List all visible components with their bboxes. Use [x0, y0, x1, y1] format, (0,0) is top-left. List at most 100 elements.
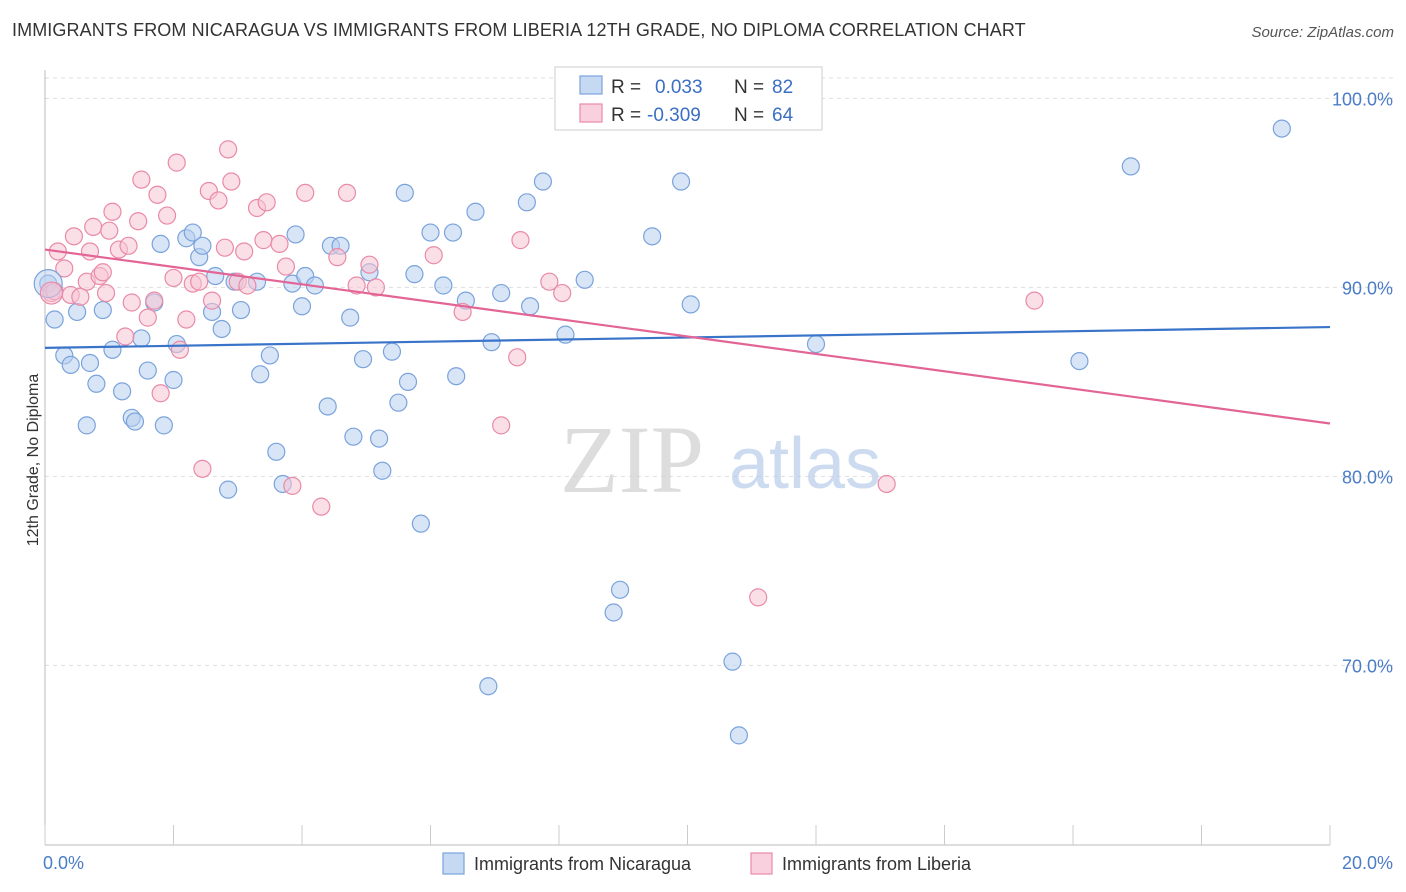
point-liberia	[219, 140, 238, 159]
point-liberia	[511, 231, 530, 250]
point-liberia	[96, 283, 116, 303]
point-liberia	[71, 287, 90, 306]
axes	[44, 70, 1331, 846]
point-nicaragua	[93, 300, 112, 320]
grid-lines	[45, 77, 1395, 666]
point-liberia	[100, 221, 119, 240]
point-liberia	[167, 153, 186, 172]
point-nicaragua	[353, 350, 373, 369]
point-liberia	[347, 276, 366, 295]
correlation-legend: R = 0.033 N = 82 R = -0.309 N = 64	[554, 66, 823, 131]
point-liberia	[360, 255, 379, 274]
watermark: ZIP atlas	[560, 406, 881, 513]
y-tick-label: 80.0%	[1342, 467, 1393, 487]
x-tick-label: 20.0%	[1342, 853, 1393, 873]
point-nicaragua	[479, 677, 498, 696]
legend-r-label-1: R =	[611, 77, 641, 98]
watermark-zip: ZIP	[560, 406, 704, 513]
point-liberia	[209, 191, 228, 210]
point-liberia	[39, 281, 64, 305]
point-nicaragua	[267, 442, 286, 461]
legend-n-label-2: N =	[734, 105, 764, 126]
point-nicaragua	[286, 225, 305, 244]
point-liberia	[283, 476, 302, 495]
x-tick-label: 0.0%	[43, 853, 84, 873]
legend-n-value-1: 82	[772, 77, 793, 98]
point-liberia	[84, 217, 103, 236]
point-liberia	[508, 348, 527, 367]
series-swatch-nicaragua	[442, 852, 465, 875]
point-liberia	[145, 291, 164, 310]
point-nicaragua	[231, 300, 251, 320]
point-liberia	[749, 588, 768, 607]
point-liberia	[177, 310, 196, 329]
point-nicaragua	[610, 580, 630, 599]
point-nicaragua	[77, 416, 96, 435]
point-nicaragua	[723, 652, 742, 671]
point-liberia	[215, 238, 234, 257]
tick-labels: 70.0% 80.0% 90.0% 100.0% 0.0% 20.0%	[43, 89, 1393, 873]
trend-line-liberia	[44, 248, 1331, 425]
point-nicaragua	[520, 297, 540, 316]
point-liberia	[170, 340, 190, 359]
point-nicaragua	[434, 276, 453, 295]
point-nicaragua	[206, 266, 225, 286]
point-nicaragua	[466, 202, 485, 221]
point-nicaragua	[395, 183, 414, 202]
point-liberia	[129, 212, 148, 231]
series-label-nicaragua: Immigrants from Nicaragua	[474, 854, 692, 874]
point-nicaragua	[533, 172, 553, 191]
point-nicaragua	[643, 227, 662, 246]
point-nicaragua	[443, 223, 463, 242]
point-nicaragua	[251, 365, 270, 384]
point-nicaragua	[103, 340, 122, 359]
legend-r-value-2: -0.309	[647, 105, 701, 126]
point-liberia	[164, 268, 183, 288]
point-nicaragua	[373, 461, 392, 480]
point-nicaragua	[80, 353, 100, 373]
legend-swatch-pink	[579, 103, 603, 123]
point-nicaragua	[154, 416, 173, 435]
point-nicaragua	[183, 223, 202, 242]
point-liberia	[148, 185, 167, 204]
point-nicaragua	[411, 514, 430, 533]
point-liberia	[296, 183, 315, 202]
point-nicaragua	[421, 223, 440, 242]
point-liberia	[122, 293, 141, 312]
legend-r-value-1: 0.033	[655, 77, 703, 98]
data-points	[33, 89, 1291, 745]
point-liberia	[222, 172, 241, 191]
point-nicaragua	[344, 427, 363, 446]
y-axis-label: 12th Grade, No Diploma	[25, 374, 42, 547]
point-liberia	[366, 278, 385, 297]
point-liberia	[132, 170, 151, 189]
point-liberia	[312, 497, 331, 516]
point-nicaragua	[1272, 119, 1291, 138]
point-nicaragua	[112, 382, 132, 401]
legend-r-label-2: R =	[611, 105, 641, 126]
point-liberia	[553, 283, 572, 303]
point-nicaragua	[68, 302, 87, 322]
y-tick-label: 70.0%	[1342, 656, 1393, 676]
series-swatch-liberia	[750, 852, 773, 875]
point-liberia	[55, 259, 74, 278]
chart-title: IMMIGRANTS FROM NICARAGUA VS IMMIGRANTS …	[12, 20, 1026, 40]
point-liberia	[116, 327, 135, 346]
point-liberia	[190, 272, 209, 291]
point-liberia	[540, 272, 559, 291]
point-liberia	[492, 416, 511, 435]
point-liberia	[193, 459, 212, 478]
trend-lines	[44, 248, 1331, 425]
point-nicaragua	[370, 429, 389, 448]
watermark-atlas: atlas	[729, 424, 881, 504]
point-nicaragua	[492, 283, 511, 303]
point-liberia	[64, 227, 84, 246]
point-nicaragua	[382, 342, 402, 361]
point-nicaragua	[1121, 157, 1140, 176]
point-liberia	[254, 231, 273, 250]
point-liberia	[103, 202, 122, 221]
point-nicaragua	[219, 480, 238, 499]
point-liberia	[424, 246, 443, 265]
point-nicaragua	[671, 172, 691, 191]
